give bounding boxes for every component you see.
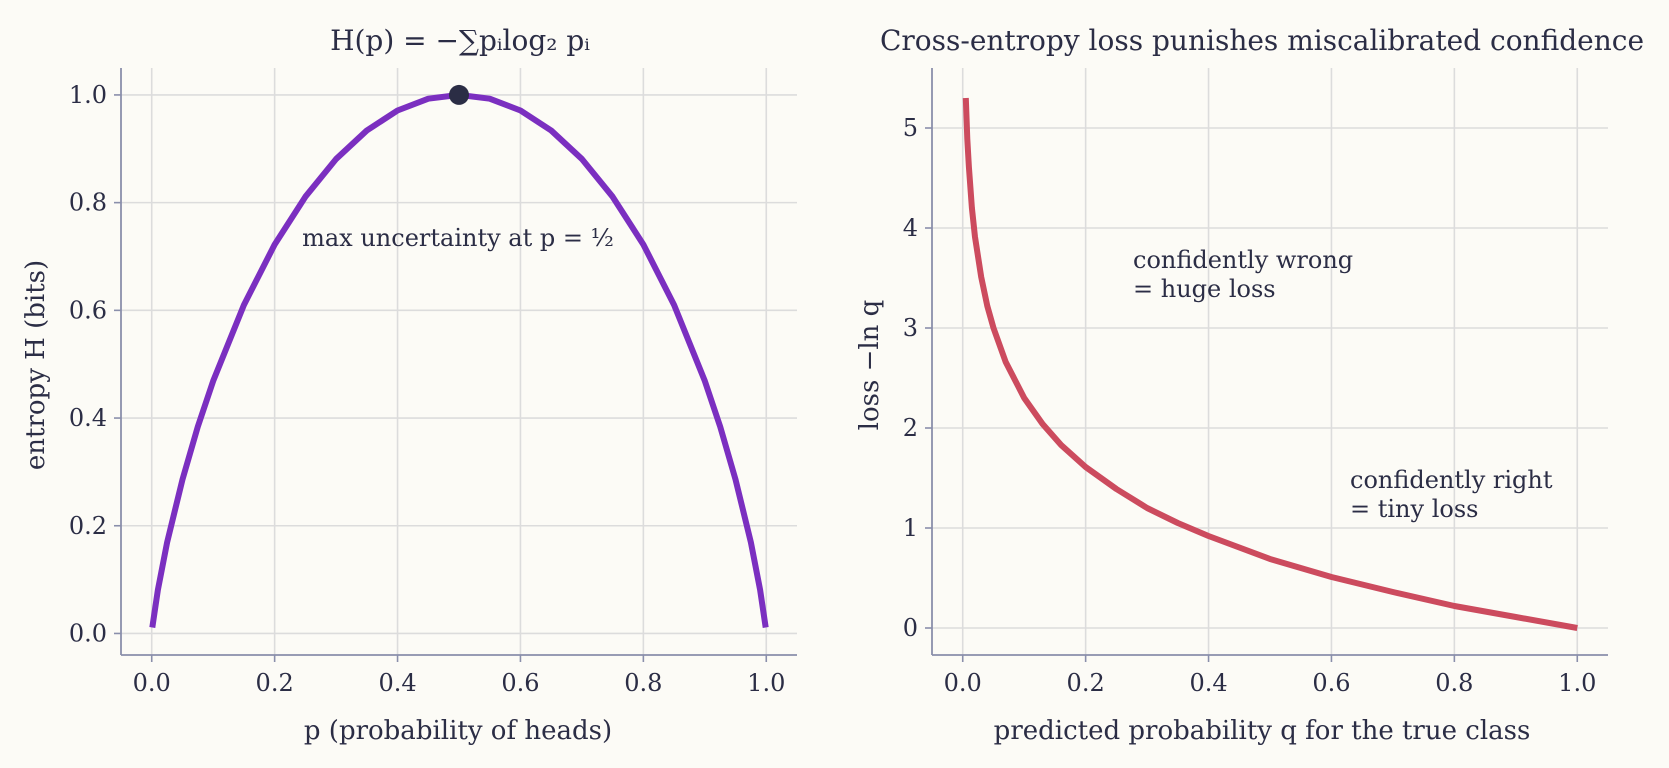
entropy-chart: 0.0 0.2 0.4 0.6 0.8 1.0 0.0 0.2 0.4 0.6 0.8 1.0 H(p… bbox=[21, 24, 797, 746]
loss-series bbox=[962, 97, 1578, 631]
loss-x-tick-label: 0.8 bbox=[1435, 669, 1473, 697]
entropy-x-tick-label: 0.4 bbox=[378, 669, 416, 697]
entropy-axes bbox=[120, 68, 797, 656]
loss-x-tick-label: 1.0 bbox=[1558, 669, 1596, 697]
confidently-wrong-annotation: confidently wrong = huge loss bbox=[1133, 246, 1361, 303]
entropy-x-tick-label: 0.2 bbox=[256, 669, 294, 697]
loss-ticks: 0.0 0.2 0.4 0.6 0.8 1.0 0 1 2 3 4 5 bbox=[903, 114, 1597, 697]
loss-x-tick-label: 0.6 bbox=[1312, 669, 1350, 697]
entropy-series bbox=[149, 84, 769, 628]
loss-x-tick-label: 0.2 bbox=[1067, 669, 1105, 697]
confidently-right-line-1: confidently right bbox=[1350, 466, 1553, 494]
entropy-grid bbox=[121, 68, 797, 655]
loss-chart-title: Cross-entropy loss punishes miscalibrate… bbox=[880, 24, 1644, 57]
entropy-x-tick-label: 0.0 bbox=[133, 669, 171, 697]
loss-y-tick-label: 0 bbox=[903, 614, 918, 642]
max-uncertainty-annotation: max uncertainty at p = ½ bbox=[302, 224, 614, 252]
entropy-y-tick-label: 0.6 bbox=[69, 296, 107, 324]
entropy-ticks: 0.0 0.2 0.4 0.6 0.8 1.0 0.0 0.2 0.4 0.6 0.8 1.0 bbox=[69, 81, 786, 697]
loss-curve bbox=[962, 97, 1578, 631]
loss-y-axis-label: loss −ln q bbox=[855, 300, 885, 431]
loss-y-tick-label: 2 bbox=[903, 414, 918, 442]
confidently-wrong-line-1: confidently wrong bbox=[1133, 246, 1353, 274]
loss-axes bbox=[931, 68, 1608, 656]
entropy-y-axis-label: entropy H (bits) bbox=[21, 260, 51, 470]
loss-y-tick-label: 5 bbox=[903, 114, 918, 142]
max-entropy-marker bbox=[449, 84, 469, 105]
entropy-x-tick-label: 0.8 bbox=[624, 669, 662, 697]
confidently-wrong-line-2: = huge loss bbox=[1133, 275, 1276, 303]
confidently-right-line-2: = tiny loss bbox=[1350, 495, 1478, 523]
confidently-right-annotation: confidently right = tiny loss bbox=[1350, 466, 1560, 523]
entropy-y-tick-label: 0.0 bbox=[69, 619, 107, 647]
entropy-y-tick-label: 0.2 bbox=[69, 512, 107, 540]
loss-y-tick-label: 4 bbox=[903, 214, 918, 242]
cross-entropy-chart: 0.0 0.2 0.4 0.6 0.8 1.0 0 1 2 3 4 5 Cross-entropy l… bbox=[855, 24, 1644, 746]
entropy-x-tick-label: 0.6 bbox=[501, 669, 539, 697]
entropy-y-tick-label: 0.4 bbox=[69, 404, 107, 432]
entropy-chart-title: H(p) = −∑pᵢlog₂ pᵢ bbox=[330, 24, 590, 57]
loss-x-tick-label: 0.0 bbox=[944, 669, 982, 697]
loss-x-axis-label: predicted probability q for the true cla… bbox=[994, 716, 1531, 746]
loss-x-tick-label: 0.4 bbox=[1189, 669, 1227, 697]
loss-y-tick-label: 1 bbox=[903, 514, 918, 542]
entropy-x-axis-label: p (probability of heads) bbox=[304, 716, 612, 746]
entropy-curve bbox=[149, 91, 769, 628]
loss-grid bbox=[932, 68, 1608, 655]
entropy-x-tick-label: 1.0 bbox=[747, 669, 785, 697]
entropy-y-tick-label: 1.0 bbox=[69, 81, 107, 109]
entropy-y-tick-label: 0.8 bbox=[69, 189, 107, 217]
loss-y-tick-label: 3 bbox=[903, 314, 918, 342]
